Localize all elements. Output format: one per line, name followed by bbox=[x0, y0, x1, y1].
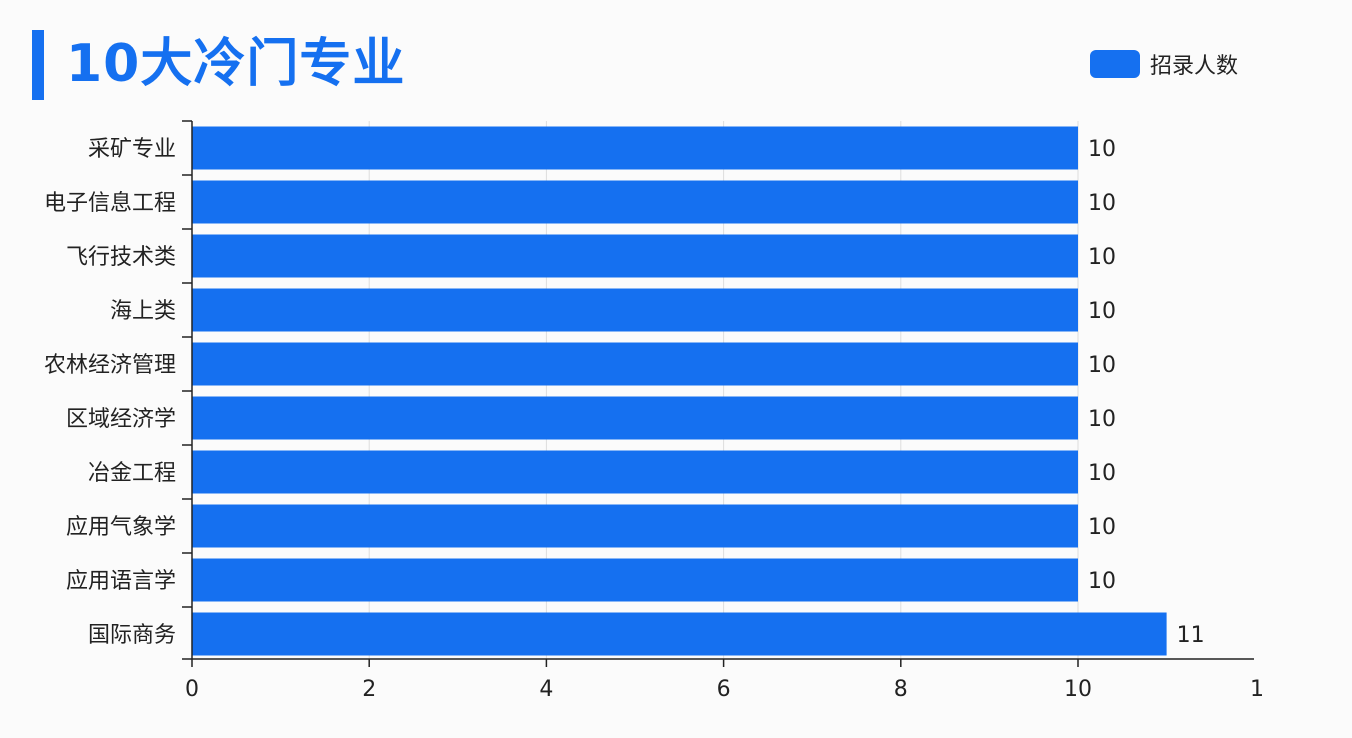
category-label: 区域经济学 bbox=[66, 407, 176, 432]
data-label: 10 bbox=[1088, 299, 1116, 324]
x-tick-label: 8 bbox=[894, 677, 908, 702]
data-label: 10 bbox=[1088, 353, 1116, 378]
title-accent-bar bbox=[32, 30, 44, 100]
data-label: 10 bbox=[1088, 191, 1116, 216]
category-label: 采矿专业 bbox=[88, 137, 176, 162]
data-label: 10 bbox=[1088, 137, 1116, 162]
x-tick-label: 0 bbox=[185, 677, 199, 702]
category-label: 海上类 bbox=[110, 299, 176, 324]
category-label: 应用气象学 bbox=[66, 515, 176, 540]
bar bbox=[192, 126, 1078, 170]
data-label: 10 bbox=[1088, 461, 1116, 486]
bar bbox=[192, 612, 1167, 656]
bar bbox=[192, 234, 1078, 278]
category-label: 电子信息工程 bbox=[44, 191, 176, 216]
bar bbox=[192, 504, 1078, 548]
x-tick-label: 4 bbox=[539, 677, 553, 702]
bar bbox=[192, 396, 1078, 440]
data-label: 10 bbox=[1088, 515, 1116, 540]
chart-legend: 招录人数 bbox=[1090, 48, 1238, 80]
bar bbox=[192, 450, 1078, 494]
chart-title: 10大冷门专业 bbox=[66, 34, 406, 94]
x-tick-label: 6 bbox=[717, 677, 731, 702]
legend-swatch bbox=[1090, 50, 1140, 78]
bar bbox=[192, 558, 1078, 602]
data-label: 10 bbox=[1088, 569, 1116, 594]
data-label: 11 bbox=[1177, 623, 1205, 648]
bar bbox=[192, 288, 1078, 332]
category-label: 国际商务 bbox=[88, 623, 176, 648]
x-tick-label: 2 bbox=[362, 677, 376, 702]
data-label: 10 bbox=[1088, 407, 1116, 432]
x-tick-label: 10 bbox=[1064, 677, 1092, 702]
bar bbox=[192, 342, 1078, 386]
category-label: 农林经济管理 bbox=[44, 353, 176, 378]
bar bbox=[192, 180, 1078, 224]
category-label: 冶金工程 bbox=[88, 461, 176, 486]
category-label: 飞行技术类 bbox=[66, 245, 176, 270]
data-label: 10 bbox=[1088, 245, 1116, 270]
x-tick-label: 1 bbox=[1250, 677, 1264, 702]
legend-label: 招录人数 bbox=[1150, 54, 1239, 79]
category-label: 应用语言学 bbox=[66, 569, 176, 594]
